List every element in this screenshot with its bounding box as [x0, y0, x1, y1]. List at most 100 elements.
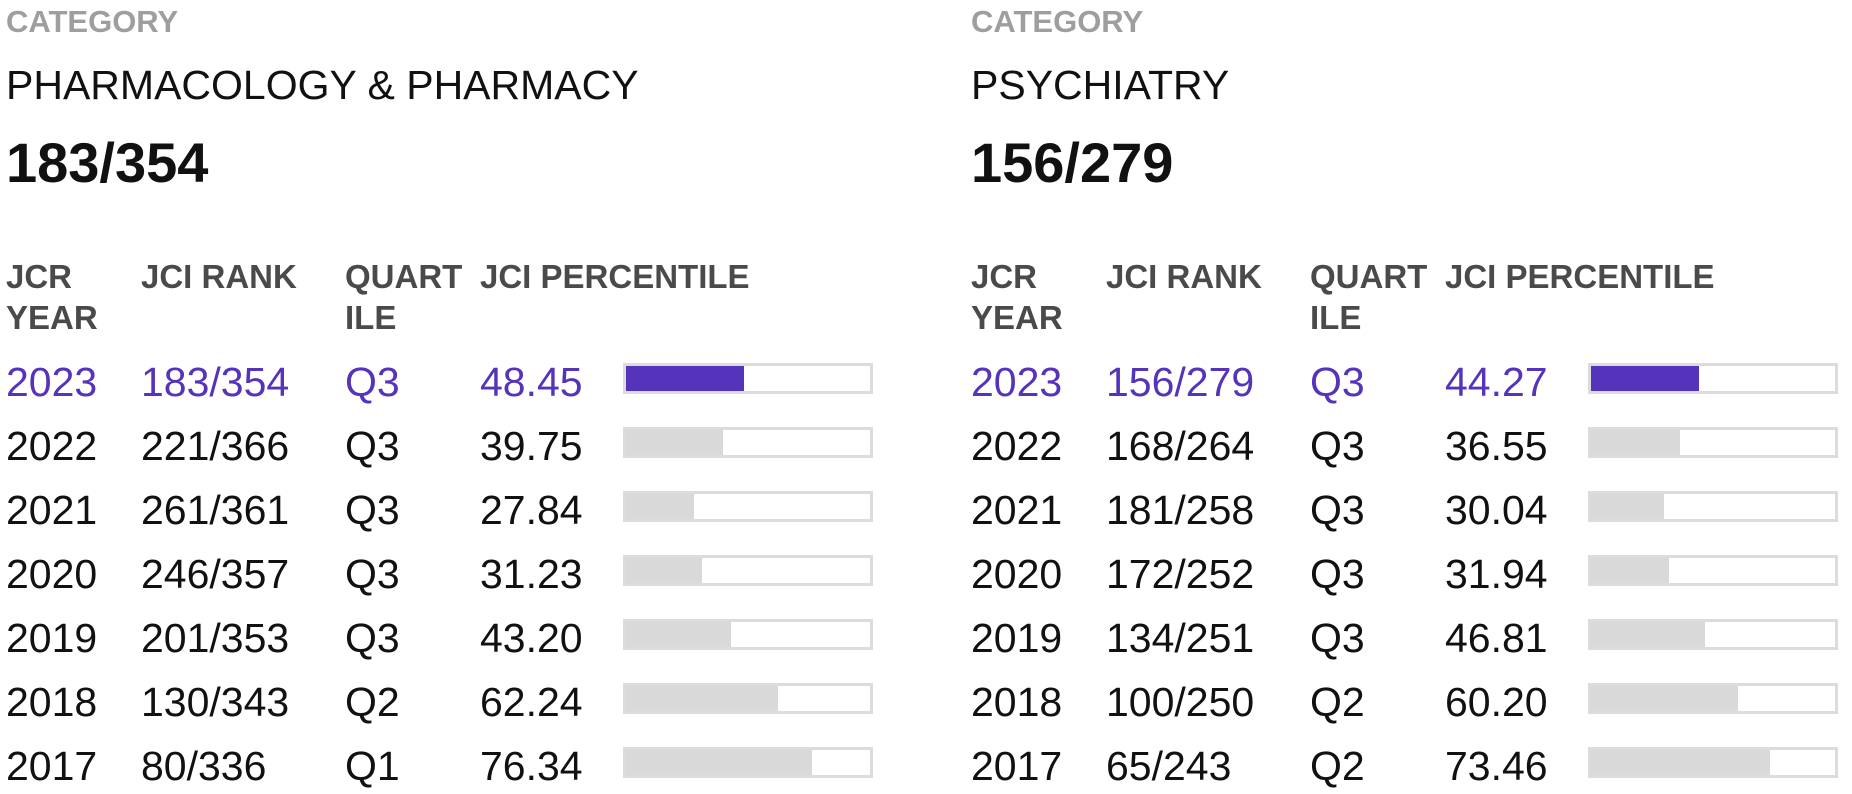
quartile-cell: Q3	[345, 487, 400, 533]
jci-rank-cell: 65/243	[1106, 743, 1232, 789]
table-row: 2023 156/279 Q3 44.27	[971, 346, 1851, 410]
percentile-bar	[1588, 491, 1838, 522]
percentile-bar	[623, 747, 873, 778]
quartile-cell: Q3	[1310, 487, 1365, 533]
table-row: 2018 130/343 Q2 62.24	[6, 666, 886, 730]
table-row: 2017 65/243 Q2 73.46	[971, 730, 1851, 794]
percentile-cell: 73.46	[1445, 743, 1548, 789]
year-cell: 2020	[6, 551, 98, 597]
percentile-bar-fill	[626, 750, 813, 775]
year-cell: 2019	[971, 615, 1063, 661]
quartile-cell: Q3	[1310, 615, 1365, 661]
header-quartile: QUART ILE	[1310, 258, 1428, 336]
percentile-cell: 39.75	[480, 423, 583, 469]
year-cell: 2018	[971, 679, 1063, 725]
quartile-cell: Q2	[1310, 679, 1365, 725]
category-rank: 156/279	[971, 131, 1174, 194]
percentile-bar	[623, 619, 873, 650]
percentile-bar-fill	[626, 558, 703, 583]
percentile-cell: 62.24	[480, 679, 583, 725]
table-row: 2022 168/264 Q3 36.55	[971, 410, 1851, 474]
table-row: 2019 134/251 Q3 46.81	[971, 602, 1851, 666]
percentile-bar-fill	[1591, 494, 1665, 519]
header-jci-percentile: JCI PERCENTILE	[1445, 258, 1715, 295]
table-body: 2023 183/354 Q3 48.45 2022 221/366 Q3 39.75 2021…	[6, 346, 886, 794]
jci-rank-cell: 156/279	[1106, 359, 1255, 405]
header-jci-rank: JCI RANK	[141, 258, 297, 295]
quartile-cell: Q2	[1310, 743, 1365, 789]
category-name: PSYCHIATRY	[971, 62, 1230, 108]
percentile-bar	[1588, 619, 1838, 650]
percentile-bar-fill	[626, 686, 778, 711]
header-jci-rank: JCI RANK	[1106, 258, 1262, 295]
percentile-cell: 46.81	[1445, 615, 1548, 661]
percentile-bar-fill	[626, 622, 732, 647]
jci-rank-cell: 134/251	[1106, 615, 1255, 661]
header-quartile: QUART ILE	[345, 258, 463, 336]
jci-rank-cell: 201/353	[141, 615, 290, 661]
header-jcr-year: JCR YEAR	[971, 258, 1063, 336]
table-row: 2023 183/354 Q3 48.45	[6, 346, 886, 410]
percentile-cell: 36.55	[1445, 423, 1548, 469]
jci-rank-cell: 80/336	[141, 743, 267, 789]
year-cell: 2021	[6, 487, 98, 533]
table-row: 2021 261/361 Q3 27.84	[6, 474, 886, 538]
jci-rank-cell: 168/264	[1106, 423, 1255, 469]
year-cell: 2019	[6, 615, 98, 661]
percentile-bar-fill	[626, 494, 694, 519]
table-row: 2017 80/336 Q1 76.34	[6, 730, 886, 794]
table-row: 2021 181/258 Q3 30.04	[971, 474, 1851, 538]
percentile-cell: 31.23	[480, 551, 583, 597]
percentile-cell: 76.34	[480, 743, 583, 789]
quartile-cell: Q3	[345, 551, 400, 597]
jci-rank-cell: 183/354	[141, 359, 290, 405]
year-cell: 2023	[6, 359, 98, 405]
percentile-bar-fill	[1591, 686, 1738, 711]
category-label: CATEGORY	[6, 4, 179, 39]
percentile-bar	[1588, 363, 1838, 394]
year-cell: 2018	[6, 679, 98, 725]
jci-rank-cell: 246/357	[141, 551, 290, 597]
percentile-bar-fill	[1591, 366, 1700, 391]
table-row: 2019 201/353 Q3 43.20	[6, 602, 886, 666]
percentile-bar-fill	[1591, 750, 1771, 775]
table-row: 2020 246/357 Q3 31.23	[6, 538, 886, 602]
percentile-bar-fill	[1591, 558, 1669, 583]
table-row: 2022 221/366 Q3 39.75	[6, 410, 886, 474]
category-rank: 183/354	[6, 131, 209, 194]
table-header: JCR YEAR JCI RANK QUART ILE JCI PERCENTILE	[6, 256, 886, 346]
jci-rank-cell: 221/366	[141, 423, 290, 469]
percentile-bar	[623, 363, 873, 394]
percentile-cell: 27.84	[480, 487, 583, 533]
quartile-cell: Q3	[345, 423, 400, 469]
table-row: 2018 100/250 Q2 60.20	[971, 666, 1851, 730]
quartile-cell: Q1	[345, 743, 400, 789]
percentile-bar-fill	[1591, 622, 1706, 647]
table-row: 2020 172/252 Q3 31.94	[971, 538, 1851, 602]
percentile-bar	[1588, 683, 1838, 714]
quartile-cell: Q3	[1310, 551, 1365, 597]
jci-rank-cell: 261/361	[141, 487, 290, 533]
category-panel-psychiatry: CATEGORY PSYCHIATRY 156/279 JCR YEAR JCI …	[971, 0, 1851, 789]
percentile-bar	[1588, 747, 1838, 778]
percentile-bar	[623, 427, 873, 458]
percentile-bar	[1588, 555, 1838, 586]
percentile-bar-fill	[1591, 430, 1681, 455]
jci-rank-cell: 181/258	[1106, 487, 1255, 533]
jci-rank-cell: 130/343	[141, 679, 290, 725]
quartile-cell: Q2	[345, 679, 400, 725]
quartile-cell: Q3	[1310, 423, 1365, 469]
year-cell: 2020	[971, 551, 1063, 597]
percentile-bar-fill	[626, 430, 723, 455]
percentile-cell: 30.04	[1445, 487, 1548, 533]
percentile-cell: 31.94	[1445, 551, 1548, 597]
percentile-bar-fill	[626, 366, 745, 391]
year-cell: 2022	[971, 423, 1063, 469]
quartile-cell: Q3	[345, 615, 400, 661]
percentile-bar	[623, 491, 873, 522]
year-cell: 2021	[971, 487, 1063, 533]
quartile-cell: Q3	[1310, 359, 1365, 405]
jci-rank-cell: 100/250	[1106, 679, 1255, 725]
year-cell: 2017	[971, 743, 1063, 789]
header-jcr-year: JCR YEAR	[6, 258, 98, 336]
